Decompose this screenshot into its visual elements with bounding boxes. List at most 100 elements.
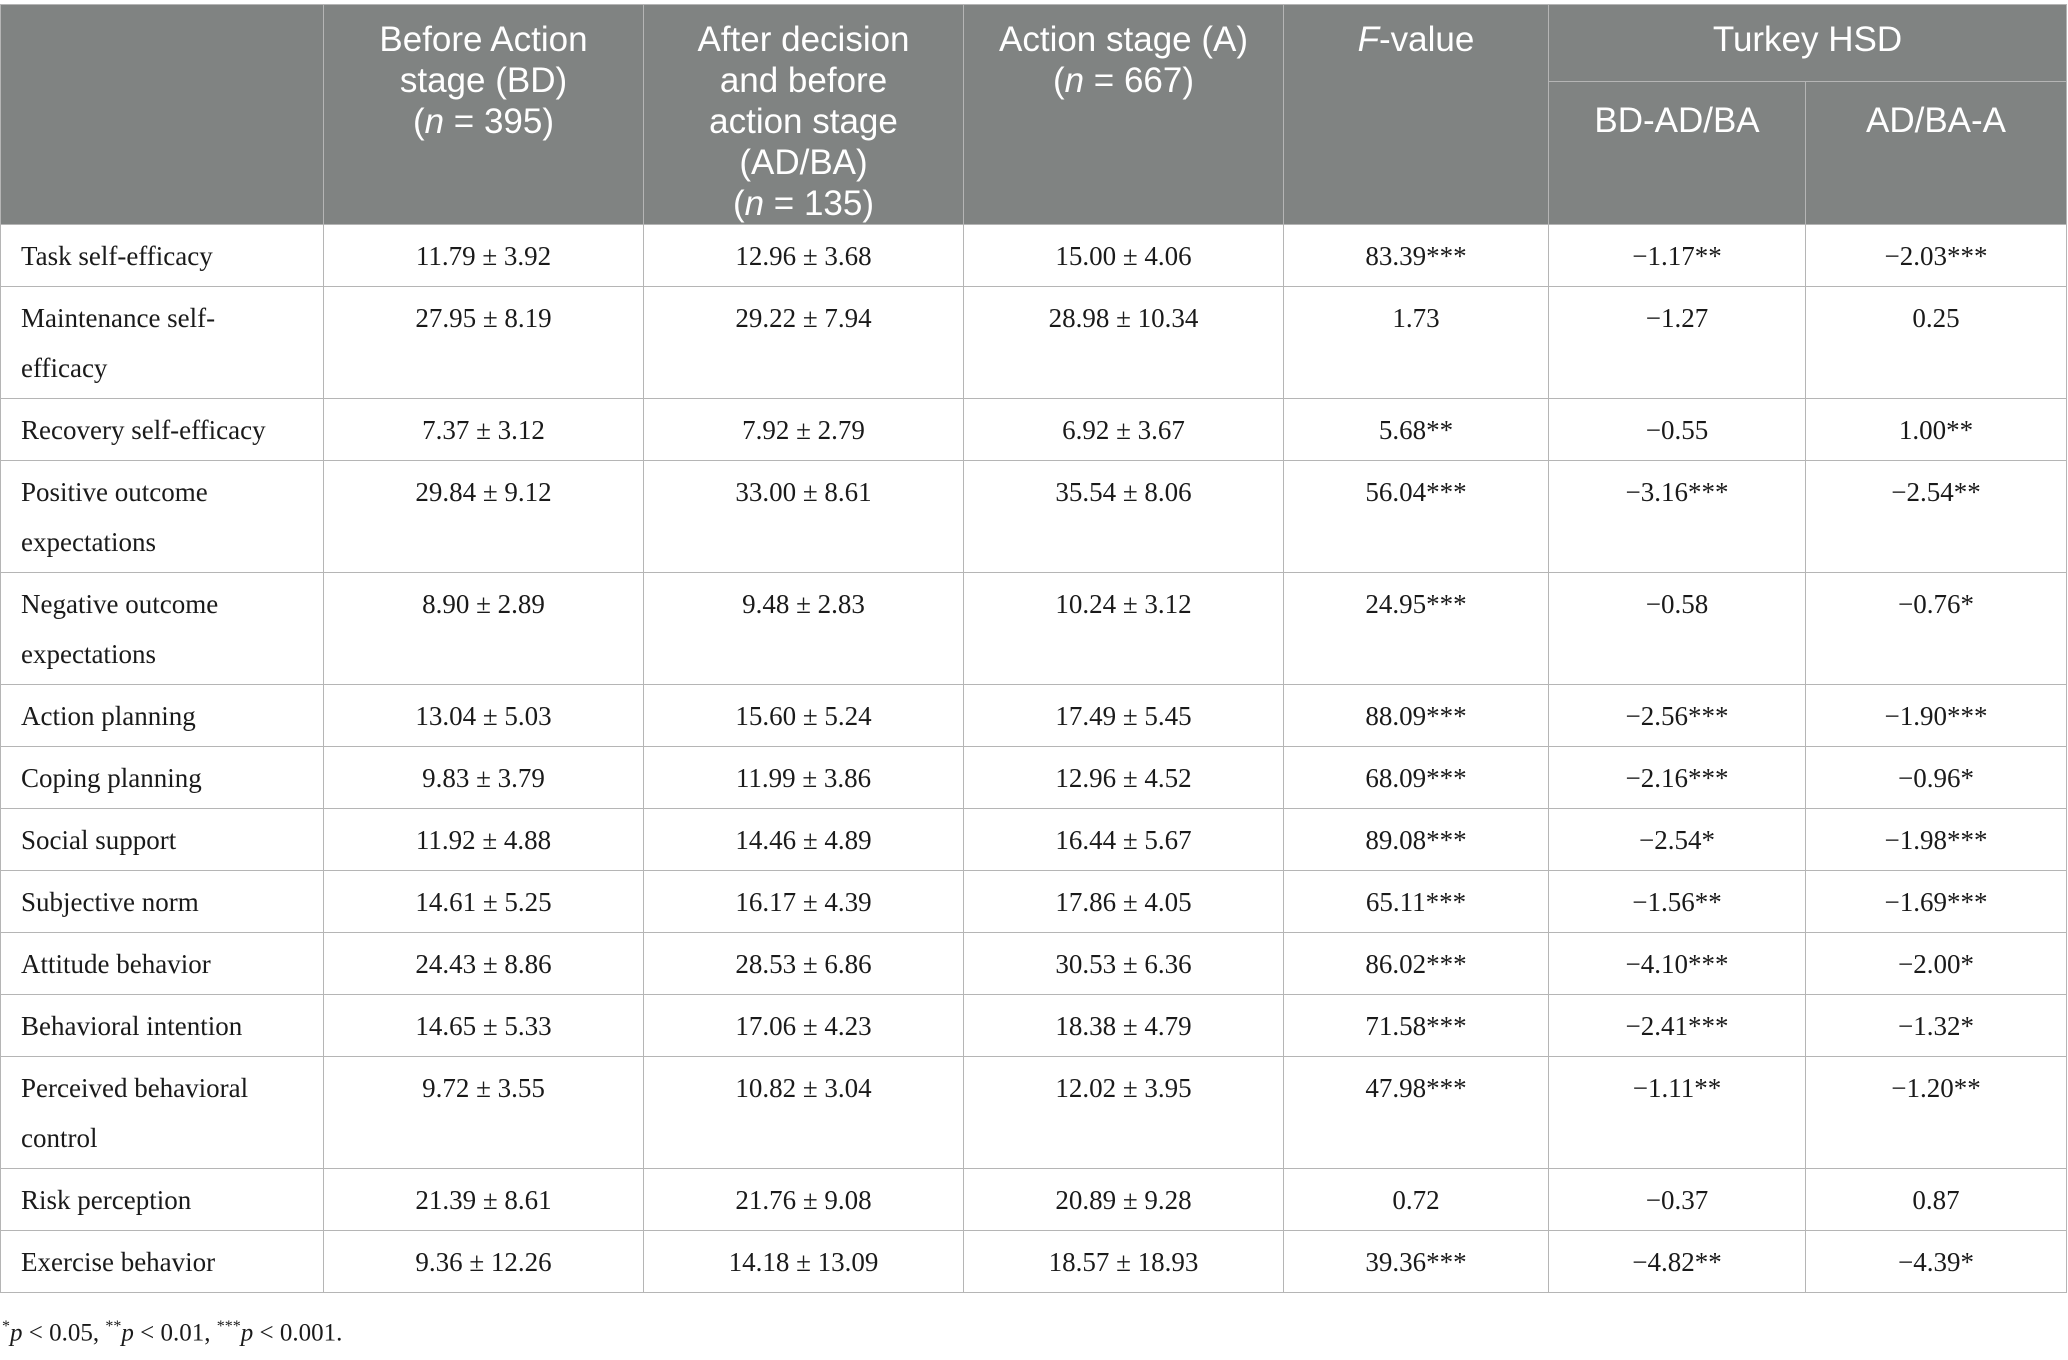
cell-hsd-adba-a: −4.39* <box>1804 1230 2068 1293</box>
row-label: Coping planning <box>0 746 324 809</box>
table-row: Behavioral intention 14.65 ± 5.33 17.06 ± … <box>0 994 2068 1057</box>
table-body: Task self-efficacy 11.79 ± 3.92 12.96 ± 3.… <box>0 224 2068 1293</box>
header-before-action-line1: Before Action <box>379 20 588 59</box>
header-after-decision-line3: action stage <box>709 102 898 141</box>
row-label-line1: Perceived behavioral <box>21 1073 249 1103</box>
row-label: Social support <box>0 808 324 871</box>
table-row: Perceived behavioral control 9.72 ± 3.55 10… <box>0 1056 2068 1169</box>
cell-hsd-bd-adba: −1.27 <box>1548 286 1806 399</box>
header-bd-adba: BD-AD/BA <box>1548 81 1806 225</box>
row-label: Risk perception <box>0 1168 324 1231</box>
cell-f-value: 86.02*** <box>1283 932 1549 995</box>
cell-hsd-bd-adba: −3.16*** <box>1548 460 1806 573</box>
row-label: Behavioral intention <box>0 994 324 1057</box>
cell-f-value: 0.72 <box>1283 1168 1549 1231</box>
row-label: Attitude behavior <box>0 932 324 995</box>
cell-before-action: 13.04 ± 5.03 <box>323 684 644 747</box>
row-label-line1: Subjective norm <box>21 887 199 917</box>
cell-before-action: 11.79 ± 3.92 <box>323 224 644 287</box>
cell-f-value: 47.98*** <box>1283 1056 1549 1169</box>
header-after-decision-line1: After decision <box>697 20 910 59</box>
header-after-decision-line4: (AD/BA) <box>739 143 868 182</box>
row-label-line1: Behavioral intention <box>21 1011 243 1041</box>
cell-hsd-adba-a: −2.54** <box>1804 460 2068 573</box>
row-label-line1: Attitude behavior <box>21 949 211 979</box>
cell-hsd-bd-adba: −1.56** <box>1548 870 1806 933</box>
cell-hsd-bd-adba: −0.37 <box>1548 1168 1806 1231</box>
table-header: Before Action stage (BD) (n = 395) After… <box>0 3 2068 225</box>
header-after-decision: After decision and before action stage (… <box>643 4 964 225</box>
cell-after-decision: 11.99 ± 3.86 <box>643 746 964 809</box>
cell-hsd-adba-a: −2.00* <box>1804 932 2068 995</box>
cell-hsd-bd-adba: −2.54* <box>1548 808 1806 871</box>
cell-before-action: 9.36 ± 12.26 <box>323 1230 644 1293</box>
cell-after-decision: 9.48 ± 2.83 <box>643 572 964 685</box>
cell-hsd-adba-a: −2.03*** <box>1804 224 2068 287</box>
cell-after-decision: 14.46 ± 4.89 <box>643 808 964 871</box>
results-table-container: Before Action stage (BD) (n = 395) After… <box>0 3 2068 1293</box>
row-label: Positive outcome expectations <box>0 460 324 573</box>
cell-after-decision: 14.18 ± 13.09 <box>643 1230 964 1293</box>
row-label-line2: expectations <box>21 527 156 557</box>
cell-hsd-bd-adba: −4.10*** <box>1548 932 1806 995</box>
header-before-action-line2: stage (BD) <box>399 61 568 100</box>
row-label: Negative outcome expectations <box>0 572 324 685</box>
row-label-line1: Positive outcome <box>21 477 208 507</box>
cell-hsd-adba-a: −1.69*** <box>1804 870 2068 933</box>
cell-hsd-adba-a: −1.32* <box>1804 994 2068 1057</box>
cell-before-action: 9.83 ± 3.79 <box>323 746 644 809</box>
cell-hsd-adba-a: 1.00** <box>1804 398 2068 461</box>
cell-f-value: 65.11*** <box>1283 870 1549 933</box>
table-row: Negative outcome expectations 8.90 ± 2.89 9… <box>0 572 2068 685</box>
cell-action-stage: 15.00 ± 4.06 <box>963 224 1284 287</box>
cell-hsd-adba-a: −0.76* <box>1804 572 2068 685</box>
cell-action-stage: 30.53 ± 6.36 <box>963 932 1284 995</box>
cell-before-action: 29.84 ± 9.12 <box>323 460 644 573</box>
row-label-line1: Maintenance self- <box>21 303 216 333</box>
cell-action-stage: 12.02 ± 3.95 <box>963 1056 1284 1169</box>
cell-after-decision: 12.96 ± 3.68 <box>643 224 964 287</box>
cell-action-stage: 10.24 ± 3.12 <box>963 572 1284 685</box>
header-f-letter: F <box>1357 20 1380 59</box>
table-footnote: *p < 0.05, **p < 0.01, ***p < 0.001. <box>2 1318 343 1347</box>
cell-f-value: 5.68** <box>1283 398 1549 461</box>
cell-action-stage: 18.38 ± 4.79 <box>963 994 1284 1057</box>
cell-before-action: 24.43 ± 8.86 <box>323 932 644 995</box>
table-row: Maintenance self-efficacy 27.95 ± 8.19 29.… <box>0 286 2068 399</box>
cell-hsd-adba-a: −1.90*** <box>1804 684 2068 747</box>
row-label-line1: Action planning <box>21 701 196 731</box>
cell-action-stage: 35.54 ± 8.06 <box>963 460 1284 573</box>
cell-action-stage: 12.96 ± 4.52 <box>963 746 1284 809</box>
cell-hsd-bd-adba: −4.82** <box>1548 1230 1806 1293</box>
cell-f-value: 88.09*** <box>1283 684 1549 747</box>
cell-hsd-bd-adba: −0.55 <box>1548 398 1806 461</box>
cell-hsd-bd-adba: −0.58 <box>1548 572 1806 685</box>
cell-before-action: 27.95 ± 8.19 <box>323 286 644 399</box>
cell-after-decision: 28.53 ± 6.86 <box>643 932 964 995</box>
cell-f-value: 68.09*** <box>1283 746 1549 809</box>
table-row: Task self-efficacy 11.79 ± 3.92 12.96 ± 3.… <box>0 224 2068 287</box>
header-action-stage-line1: Action stage (A) <box>999 20 1248 59</box>
header-adba-a: AD/BA-A <box>1804 81 2068 225</box>
cell-hsd-bd-adba: −2.56*** <box>1548 684 1806 747</box>
cell-hsd-bd-adba: −2.41*** <box>1548 994 1806 1057</box>
cell-action-stage: 16.44 ± 5.67 <box>963 808 1284 871</box>
row-label-line1: Risk perception <box>21 1185 192 1215</box>
cell-hsd-adba-a: 0.25 <box>1804 286 2068 399</box>
cell-f-value: 1.73 <box>1283 286 1549 399</box>
cell-after-decision: 15.60 ± 5.24 <box>643 684 964 747</box>
cell-f-value: 71.58*** <box>1283 994 1549 1057</box>
table-row: Social support 11.92 ± 4.88 14.46 ± 4.89 16… <box>0 808 2068 871</box>
cell-action-stage: 6.92 ± 3.67 <box>963 398 1284 461</box>
cell-before-action: 14.65 ± 5.33 <box>323 994 644 1057</box>
header-action-stage: Action stage (A) (n = 667) <box>963 4 1284 225</box>
cell-after-decision: 16.17 ± 4.39 <box>643 870 964 933</box>
row-label: Exercise behavior <box>0 1230 324 1293</box>
header-turkey-hsd: Turkey HSD <box>1547 3 2068 83</box>
cell-hsd-bd-adba: −1.11** <box>1548 1056 1806 1169</box>
row-label: Action planning <box>0 684 324 747</box>
cell-action-stage: 20.89 ± 9.28 <box>963 1168 1284 1231</box>
cell-after-decision: 17.06 ± 4.23 <box>643 994 964 1057</box>
row-label: Subjective norm <box>0 870 324 933</box>
row-label-line2: expectations <box>21 639 156 669</box>
